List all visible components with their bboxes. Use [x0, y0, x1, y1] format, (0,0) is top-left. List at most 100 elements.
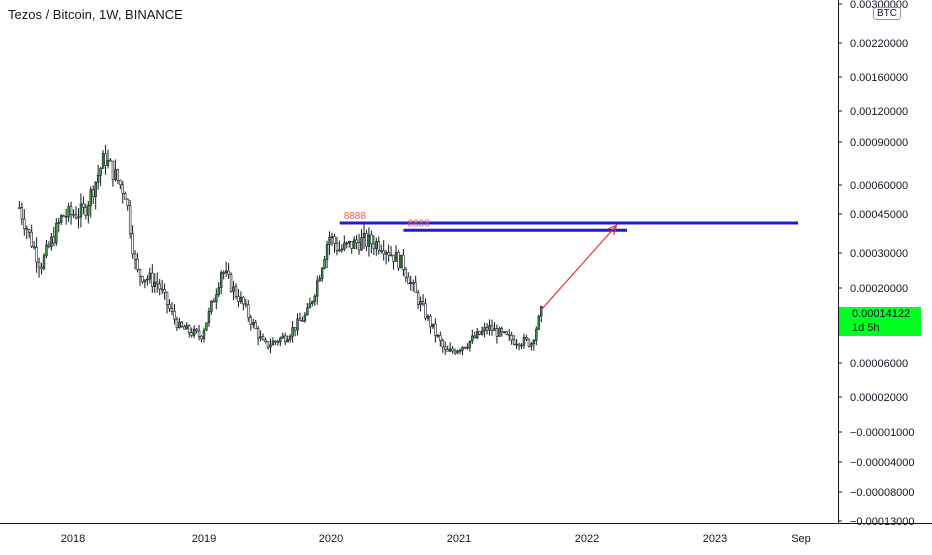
price-tick-label: 0.00160000 [850, 72, 908, 84]
candle-body [525, 336, 528, 340]
candle [119, 179, 122, 190]
candle [439, 331, 442, 347]
candle-body [256, 328, 260, 339]
candle [190, 327, 193, 338]
candle-body [441, 340, 444, 348]
candle-body [190, 332, 193, 336]
candle-body [365, 233, 368, 247]
candle [188, 324, 191, 338]
candle-body [389, 254, 393, 257]
candle-body [333, 236, 336, 244]
candle [74, 206, 78, 220]
candle-body [288, 335, 292, 340]
candle [131, 225, 134, 259]
candle [279, 336, 282, 347]
candle-body [540, 306, 543, 317]
candle-body [463, 346, 467, 349]
candle-body [242, 296, 245, 305]
candle [500, 326, 504, 337]
candle-body [412, 282, 415, 284]
candle-body [419, 301, 422, 305]
candle-body [350, 241, 353, 249]
time-tick-label: 2023 [703, 533, 727, 545]
candle [138, 268, 142, 286]
candle-body [453, 350, 457, 354]
candle [37, 257, 41, 278]
candle-body [355, 239, 358, 244]
candle-body [461, 346, 464, 351]
candle-body [60, 215, 63, 223]
candle [476, 327, 479, 340]
candle-body [32, 246, 36, 248]
candle-body [101, 153, 105, 169]
candle [215, 288, 218, 310]
candle-body [404, 269, 408, 278]
price-tick-label: 0.00090000 [850, 137, 908, 149]
candle-body [114, 169, 117, 180]
candle-body [143, 279, 147, 283]
candle [384, 249, 388, 265]
candle [527, 338, 531, 348]
candle [387, 244, 390, 262]
candle-body [244, 303, 248, 306]
unit-badge[interactable]: BTC [873, 7, 901, 20]
candle [530, 341, 533, 351]
candle-body [325, 244, 329, 260]
candle-body [431, 323, 435, 328]
candle-body [178, 321, 181, 328]
candle-body [264, 339, 267, 342]
candle [62, 214, 65, 218]
candle [64, 208, 68, 225]
candle [178, 317, 181, 329]
time-tick-label: 2020 [319, 533, 343, 545]
candle-body [520, 344, 523, 347]
candle [370, 230, 373, 254]
candle [380, 244, 383, 254]
candle-body [25, 228, 28, 231]
candle-body [510, 334, 513, 341]
candle [192, 325, 196, 339]
candle [325, 240, 329, 269]
candle-body [261, 336, 265, 341]
candle [156, 272, 159, 293]
candle-body [106, 159, 110, 166]
candle-body [384, 252, 388, 255]
candle [463, 346, 467, 349]
candle [377, 236, 380, 255]
candle [510, 331, 513, 345]
candle [478, 331, 481, 336]
candle-body [247, 304, 250, 318]
candle-body [42, 255, 46, 269]
candle-body [293, 327, 297, 331]
candle-body [323, 259, 326, 269]
candle-body [37, 261, 41, 268]
candle-body [512, 339, 516, 345]
candle [217, 282, 220, 297]
candle [271, 337, 275, 346]
candle-body [57, 222, 60, 224]
candle-body [269, 344, 272, 348]
candle-body [409, 282, 412, 285]
candle-body [160, 288, 164, 291]
candle [488, 319, 491, 336]
candle [343, 235, 346, 252]
candle [352, 236, 356, 249]
candle [522, 333, 526, 349]
candle [503, 331, 506, 334]
candle [330, 232, 334, 247]
candle-body [448, 348, 452, 352]
candle-body [237, 296, 240, 302]
candle [101, 150, 105, 169]
candle [365, 229, 368, 251]
candle [116, 168, 120, 184]
candle [143, 279, 147, 289]
price-tick-label: −0.00013000 [850, 516, 915, 528]
candle [480, 326, 484, 336]
candle [183, 324, 186, 330]
candle [313, 293, 316, 306]
candle [505, 330, 508, 336]
candle-body [207, 311, 211, 324]
candle [308, 297, 312, 309]
